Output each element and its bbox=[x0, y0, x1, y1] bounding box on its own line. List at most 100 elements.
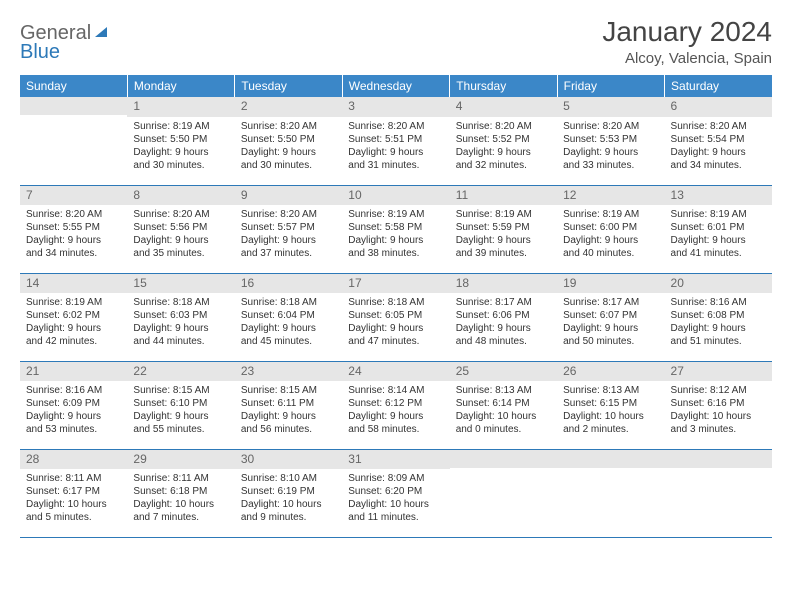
day-content: Sunrise: 8:19 AMSunset: 6:00 PMDaylight:… bbox=[557, 207, 664, 264]
calendar-row: 21Sunrise: 8:16 AMSunset: 6:09 PMDayligh… bbox=[20, 361, 772, 449]
day-line: Sunrise: 8:15 AM bbox=[241, 384, 336, 397]
day-line: Sunrise: 8:19 AM bbox=[348, 208, 443, 221]
day-number: 1 bbox=[127, 97, 234, 117]
day-content: Sunrise: 8:19 AMSunset: 5:58 PMDaylight:… bbox=[342, 207, 449, 264]
day-content: Sunrise: 8:19 AMSunset: 5:50 PMDaylight:… bbox=[127, 119, 234, 176]
day-line: Daylight: 9 hours bbox=[133, 234, 228, 247]
day-content: Sunrise: 8:11 AMSunset: 6:17 PMDaylight:… bbox=[20, 471, 127, 528]
day-line: Sunset: 6:11 PM bbox=[241, 397, 336, 410]
day-content: Sunrise: 8:18 AMSunset: 6:04 PMDaylight:… bbox=[235, 295, 342, 352]
calendar-cell: 21Sunrise: 8:16 AMSunset: 6:09 PMDayligh… bbox=[20, 361, 127, 449]
day-line: Sunrise: 8:19 AM bbox=[671, 208, 766, 221]
day-line: and 5 minutes. bbox=[26, 511, 121, 524]
day-line: Daylight: 9 hours bbox=[133, 322, 228, 335]
day-line: and 44 minutes. bbox=[133, 335, 228, 348]
day-line: Sunset: 6:20 PM bbox=[348, 485, 443, 498]
day-line: Sunrise: 8:11 AM bbox=[26, 472, 121, 485]
day-content: Sunrise: 8:20 AMSunset: 5:54 PMDaylight:… bbox=[665, 119, 772, 176]
day-number: 10 bbox=[342, 186, 449, 206]
calendar-cell: 30Sunrise: 8:10 AMSunset: 6:19 PMDayligh… bbox=[235, 449, 342, 537]
day-line: Daylight: 9 hours bbox=[348, 146, 443, 159]
month-title: January 2024 bbox=[602, 16, 772, 48]
day-line: Sunrise: 8:19 AM bbox=[133, 120, 228, 133]
day-line: and 3 minutes. bbox=[671, 423, 766, 436]
calendar-cell: 27Sunrise: 8:12 AMSunset: 6:16 PMDayligh… bbox=[665, 361, 772, 449]
calendar-cell: 2Sunrise: 8:20 AMSunset: 5:50 PMDaylight… bbox=[235, 97, 342, 185]
day-number bbox=[20, 97, 127, 115]
day-line: Sunrise: 8:18 AM bbox=[133, 296, 228, 309]
day-line: and 38 minutes. bbox=[348, 247, 443, 260]
day-line: Sunrise: 8:20 AM bbox=[456, 120, 551, 133]
day-number: 25 bbox=[450, 362, 557, 382]
day-line: Sunset: 6:00 PM bbox=[563, 221, 658, 234]
calendar-cell: 1Sunrise: 8:19 AMSunset: 5:50 PMDaylight… bbox=[127, 97, 234, 185]
day-line: Sunset: 6:14 PM bbox=[456, 397, 551, 410]
day-number: 17 bbox=[342, 274, 449, 294]
day-line: Daylight: 9 hours bbox=[26, 410, 121, 423]
day-line: Daylight: 10 hours bbox=[456, 410, 551, 423]
day-number: 6 bbox=[665, 97, 772, 117]
calendar-cell: 14Sunrise: 8:19 AMSunset: 6:02 PMDayligh… bbox=[20, 273, 127, 361]
day-number: 28 bbox=[20, 450, 127, 470]
weekday-saturday: Saturday bbox=[665, 75, 772, 97]
day-content: Sunrise: 8:18 AMSunset: 6:05 PMDaylight:… bbox=[342, 295, 449, 352]
day-line: and 47 minutes. bbox=[348, 335, 443, 348]
day-line: Daylight: 9 hours bbox=[348, 322, 443, 335]
day-content: Sunrise: 8:20 AMSunset: 5:56 PMDaylight:… bbox=[127, 207, 234, 264]
day-content: Sunrise: 8:16 AMSunset: 6:08 PMDaylight:… bbox=[665, 295, 772, 352]
calendar-row: 7Sunrise: 8:20 AMSunset: 5:55 PMDaylight… bbox=[20, 185, 772, 273]
day-line: Sunrise: 8:15 AM bbox=[133, 384, 228, 397]
day-line: Sunset: 5:55 PM bbox=[26, 221, 121, 234]
weekday-header-row: Sunday Monday Tuesday Wednesday Thursday… bbox=[20, 75, 772, 97]
day-line: Sunrise: 8:20 AM bbox=[671, 120, 766, 133]
day-line: Daylight: 9 hours bbox=[241, 146, 336, 159]
day-line: Sunrise: 8:19 AM bbox=[26, 296, 121, 309]
day-line: Sunset: 5:51 PM bbox=[348, 133, 443, 146]
day-line: and 55 minutes. bbox=[133, 423, 228, 436]
calendar-cell: 19Sunrise: 8:17 AMSunset: 6:07 PMDayligh… bbox=[557, 273, 664, 361]
day-line: Sunset: 6:15 PM bbox=[563, 397, 658, 410]
calendar-cell: 12Sunrise: 8:19 AMSunset: 6:00 PMDayligh… bbox=[557, 185, 664, 273]
day-line: and 33 minutes. bbox=[563, 159, 658, 172]
day-line: and 48 minutes. bbox=[456, 335, 551, 348]
calendar-cell: 16Sunrise: 8:18 AMSunset: 6:04 PMDayligh… bbox=[235, 273, 342, 361]
day-line: Daylight: 10 hours bbox=[26, 498, 121, 511]
day-line: Daylight: 9 hours bbox=[563, 322, 658, 335]
day-line: and 7 minutes. bbox=[133, 511, 228, 524]
weekday-wednesday: Wednesday bbox=[342, 75, 449, 97]
day-line: Sunset: 6:19 PM bbox=[241, 485, 336, 498]
calendar-body: 1Sunrise: 8:19 AMSunset: 5:50 PMDaylight… bbox=[20, 97, 772, 537]
calendar-cell: 15Sunrise: 8:18 AMSunset: 6:03 PMDayligh… bbox=[127, 273, 234, 361]
day-line: Daylight: 9 hours bbox=[26, 234, 121, 247]
location: Alcoy, Valencia, Spain bbox=[602, 50, 772, 67]
day-number: 12 bbox=[557, 186, 664, 206]
day-content: Sunrise: 8:16 AMSunset: 6:09 PMDaylight:… bbox=[20, 383, 127, 440]
day-line: Sunset: 5:58 PM bbox=[348, 221, 443, 234]
day-number: 9 bbox=[235, 186, 342, 206]
day-line: and 56 minutes. bbox=[241, 423, 336, 436]
day-line: Sunset: 5:50 PM bbox=[133, 133, 228, 146]
day-number: 22 bbox=[127, 362, 234, 382]
day-line: Daylight: 9 hours bbox=[348, 234, 443, 247]
calendar-cell: 8Sunrise: 8:20 AMSunset: 5:56 PMDaylight… bbox=[127, 185, 234, 273]
calendar-cell: 22Sunrise: 8:15 AMSunset: 6:10 PMDayligh… bbox=[127, 361, 234, 449]
day-line: Sunrise: 8:13 AM bbox=[456, 384, 551, 397]
day-line: Daylight: 9 hours bbox=[456, 146, 551, 159]
day-line: Daylight: 10 hours bbox=[241, 498, 336, 511]
day-line: Sunset: 6:06 PM bbox=[456, 309, 551, 322]
day-number: 20 bbox=[665, 274, 772, 294]
day-line: Sunrise: 8:17 AM bbox=[456, 296, 551, 309]
day-content: Sunrise: 8:20 AMSunset: 5:51 PMDaylight:… bbox=[342, 119, 449, 176]
day-line: Sunset: 6:03 PM bbox=[133, 309, 228, 322]
day-line: Sunrise: 8:19 AM bbox=[563, 208, 658, 221]
day-line: Sunset: 6:08 PM bbox=[671, 309, 766, 322]
day-content: Sunrise: 8:12 AMSunset: 6:16 PMDaylight:… bbox=[665, 383, 772, 440]
day-line: Sunset: 5:56 PM bbox=[133, 221, 228, 234]
day-content: Sunrise: 8:10 AMSunset: 6:19 PMDaylight:… bbox=[235, 471, 342, 528]
day-line: Sunset: 5:53 PM bbox=[563, 133, 658, 146]
weekday-friday: Friday bbox=[557, 75, 664, 97]
day-line: and 34 minutes. bbox=[671, 159, 766, 172]
day-line: and 2 minutes. bbox=[563, 423, 658, 436]
calendar-row: 14Sunrise: 8:19 AMSunset: 6:02 PMDayligh… bbox=[20, 273, 772, 361]
calendar-cell: 26Sunrise: 8:13 AMSunset: 6:15 PMDayligh… bbox=[557, 361, 664, 449]
